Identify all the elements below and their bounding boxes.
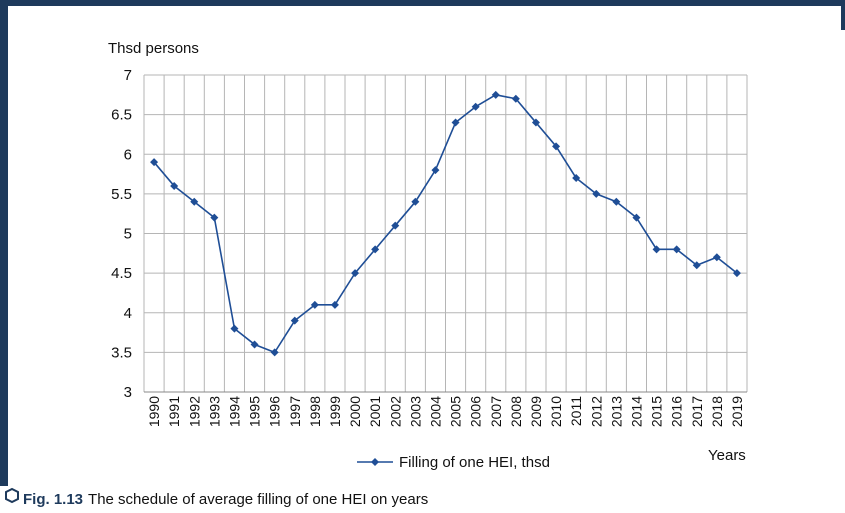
x-tick-label: 2016	[669, 396, 685, 427]
data-point	[471, 102, 480, 111]
data-point	[712, 253, 721, 262]
y-tick-label: 4	[124, 305, 132, 322]
data-point	[431, 166, 440, 175]
data-point	[371, 245, 380, 254]
x-tick-label: 2006	[468, 396, 484, 427]
data-point	[230, 324, 239, 333]
frame-right	[841, 0, 845, 30]
data-point	[692, 261, 701, 270]
x-tick-label: 1990	[146, 396, 162, 427]
x-tick-label: 2015	[649, 396, 665, 427]
x-tick-label: 2001	[367, 396, 383, 427]
data-point	[732, 269, 741, 278]
data-point	[491, 90, 500, 99]
data-point	[652, 245, 661, 254]
x-tick-label: 2000	[347, 396, 363, 427]
x-tick-label: 2019	[729, 396, 745, 427]
x-tick-label: 1997	[287, 396, 303, 427]
data-point	[351, 269, 360, 278]
x-tick-label: 2005	[448, 396, 464, 427]
x-tick-label: 1993	[206, 396, 222, 427]
data-point	[531, 118, 540, 127]
data-point	[190, 197, 199, 206]
y-tick-label: 3.5	[111, 344, 132, 361]
data-line	[153, 94, 738, 354]
y-tick-label: 3	[124, 384, 132, 401]
caption-text: The schedule of average filling of one H…	[88, 491, 428, 508]
x-tick-label: 2012	[588, 396, 604, 427]
x-tick-label: 2009	[528, 396, 544, 427]
x-tick-label: 1992	[186, 396, 202, 427]
data-point	[391, 221, 400, 230]
data-point	[451, 118, 460, 127]
y-tick-label: 6.5	[111, 107, 132, 124]
x-tick-label: 2003	[407, 396, 423, 427]
data-point	[310, 300, 319, 309]
x-tick-label: 2010	[548, 396, 564, 427]
x-tick-label: 1995	[247, 396, 263, 427]
frame-top	[0, 0, 845, 6]
data-point	[572, 174, 581, 183]
x-tick-label: 2002	[387, 396, 403, 427]
x-axis-label: Years	[708, 447, 746, 464]
legend-marker	[371, 458, 379, 466]
x-tick-label: 2007	[488, 396, 504, 427]
x-tick-label: 2014	[628, 396, 644, 427]
x-tick-label: 1991	[166, 396, 182, 427]
x-tick-label: 2004	[427, 396, 443, 427]
data-point	[592, 189, 601, 198]
data-point	[150, 158, 159, 167]
data-point	[552, 142, 561, 151]
x-tick-label: 2013	[608, 396, 624, 427]
caption-label: Fig. 1.13	[23, 491, 83, 508]
data-point	[210, 213, 219, 222]
data-point	[250, 340, 259, 349]
y-axis-label: Thsd persons	[108, 40, 199, 57]
caption: Fig. 1.13 The schedule of average filling…	[23, 491, 428, 508]
y-tick-label: 5	[124, 226, 132, 243]
legend-label: Filling of one HEI, thsd	[399, 454, 550, 471]
y-tick-label: 5.5	[111, 186, 132, 203]
data-point	[612, 197, 621, 206]
caption-icon	[5, 487, 19, 504]
data-point	[270, 348, 279, 357]
x-tick-label: 1999	[327, 396, 343, 427]
data-point	[170, 181, 179, 190]
data-point	[290, 316, 299, 325]
x-tick-label: 1994	[226, 396, 242, 427]
x-tick-label: 2011	[568, 396, 584, 426]
x-tick-label: 1996	[267, 396, 283, 427]
frame-left	[0, 0, 8, 486]
x-tick-label: 2018	[709, 396, 725, 427]
y-tick-label: 4.5	[111, 265, 132, 282]
x-tick-label: 1998	[307, 396, 323, 427]
data-point	[511, 94, 520, 103]
y-tick-label: 7	[124, 67, 132, 84]
data-point	[632, 213, 641, 222]
x-tick-label: 2008	[508, 396, 524, 427]
data-point	[411, 197, 420, 206]
data-point	[330, 300, 339, 309]
y-tick-label: 6	[124, 146, 132, 163]
x-tick-label: 2017	[689, 396, 705, 427]
data-point	[672, 245, 681, 254]
